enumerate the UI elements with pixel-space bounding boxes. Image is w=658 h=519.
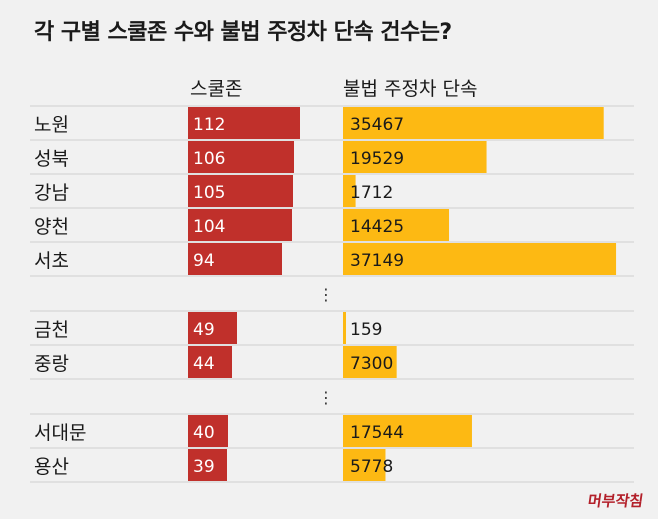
- illegal-parking-value: 35467: [350, 115, 404, 135]
- illegal-parking-bar: [343, 141, 487, 173]
- illegal-parking-value: 17544: [350, 423, 404, 443]
- illegal-parking-value: 19529: [350, 149, 404, 169]
- school-zone-bar: [188, 312, 237, 344]
- school-zone-value: 39: [193, 457, 215, 477]
- school-zone-bar: [188, 415, 228, 447]
- illegal-parking-bar: [343, 346, 397, 378]
- illegal-parking-value: 1712: [350, 183, 393, 203]
- illegal-parking-bar: [343, 449, 386, 481]
- district-label: 노원: [34, 114, 69, 136]
- school-zone-bar: [188, 346, 232, 378]
- gap-marker: ⋮: [318, 388, 334, 407]
- school-zone-value: 94: [193, 251, 215, 271]
- school-zone-value: 105: [193, 183, 225, 203]
- district-label: 중랑: [34, 353, 69, 375]
- district-label: 서대문: [34, 422, 86, 444]
- gap-marker: ⋮: [318, 285, 334, 304]
- illegal-parking-value: 7300: [350, 354, 393, 374]
- district-label: 강남: [34, 182, 69, 204]
- district-label: 용산: [34, 456, 69, 478]
- illegal-parking-column-header: 불법 주정차 단속: [343, 78, 478, 100]
- illegal-parking-bar: [343, 175, 356, 207]
- school-zone-column-header: 스쿨존: [190, 78, 243, 100]
- school-zone-bar: [188, 209, 292, 241]
- illegal-parking-value: 5778: [350, 457, 393, 477]
- district-label: 서초: [34, 250, 69, 272]
- illegal-parking-value: 37149: [350, 251, 404, 271]
- illegal-parking-bar: [343, 243, 617, 275]
- district-label: 성북: [34, 148, 69, 170]
- school-zone-bar: [188, 141, 294, 173]
- illegal-parking-bar: [343, 209, 450, 241]
- school-zone-bar: [188, 243, 282, 275]
- school-zone-value: 40: [193, 423, 215, 443]
- illegal-parking-bar: [343, 415, 472, 447]
- school-zone-value: 104: [193, 217, 225, 237]
- district-label: 금천: [34, 319, 69, 341]
- brand-logo: 머부작침: [586, 492, 645, 510]
- school-zone-bar: [188, 107, 300, 139]
- school-zone-value: 44: [193, 354, 215, 374]
- illegal-parking-bar: [343, 107, 604, 139]
- school-zone-value: 106: [193, 149, 225, 169]
- school-zone-value: 49: [193, 320, 215, 340]
- district-label: 양천: [34, 216, 69, 238]
- school-zone-bar: [188, 175, 293, 207]
- chart-title: 각 구별 스쿨존 수와 불법 주정차 단속 건수는?: [34, 20, 452, 45]
- school-zone-bar: [188, 449, 227, 481]
- school-zone-value: 112: [193, 115, 225, 135]
- illegal-parking-bar: [343, 312, 346, 344]
- illegal-parking-value: 159: [350, 320, 382, 340]
- illegal-parking-value: 14425: [350, 217, 404, 237]
